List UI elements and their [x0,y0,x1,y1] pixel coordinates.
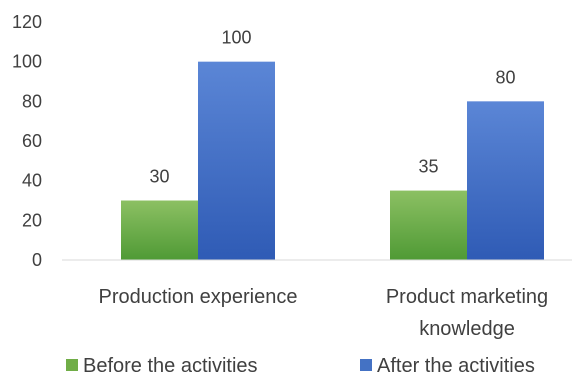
data-labels: 30 100 35 80 [149,28,515,187]
y-tick-label: 100 [12,52,42,72]
y-tick-label: 60 [22,131,42,151]
bar [121,200,198,260]
y-axis-tick-labels: 0 20 40 60 80 100 120 [12,12,42,270]
legend-label: After the activities [377,355,535,377]
legend-swatch [360,359,372,371]
x-category-label: Product marketing [386,286,548,308]
bar-value-label: 80 [495,67,515,87]
bar-value-label: 30 [149,167,169,187]
bar-value-label: 100 [221,28,251,48]
y-tick-label: 0 [32,250,42,270]
legend-swatch [66,359,78,371]
legend-label: Before the activities [83,355,258,377]
x-category-label: knowledge [419,318,515,340]
bar [198,61,275,260]
bar [467,101,544,260]
x-axis-category-labels: Production experience Product marketing kn… [98,286,548,340]
y-tick-label: 20 [22,210,42,230]
bar [390,190,467,260]
y-tick-label: 80 [22,91,42,111]
y-tick-label: 40 [22,171,42,191]
y-tick-label: 120 [12,12,42,32]
bar-series [121,61,544,260]
bar-value-label: 35 [418,157,438,177]
legend: Before the activities After the activitie… [66,355,535,377]
x-category-label: Production experience [98,286,297,308]
